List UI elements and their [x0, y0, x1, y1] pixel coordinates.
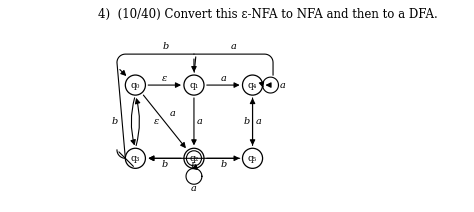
Text: q₂: q₂ — [189, 154, 199, 163]
Text: b: b — [163, 42, 169, 51]
Circle shape — [184, 148, 204, 168]
Text: ε: ε — [154, 117, 159, 126]
Text: b: b — [111, 117, 118, 126]
Text: q₁: q₁ — [189, 81, 199, 90]
Text: 4)  (10/40) Convert this ε-NFA to NFA and then to a DFA.: 4) (10/40) Convert this ε-NFA to NFA and… — [98, 8, 438, 21]
Circle shape — [243, 75, 263, 95]
Circle shape — [243, 148, 263, 168]
Circle shape — [125, 75, 146, 95]
Circle shape — [184, 75, 204, 95]
Text: a: a — [191, 184, 197, 193]
Text: a: a — [256, 117, 262, 126]
Text: q₀: q₀ — [131, 81, 140, 90]
Text: b: b — [162, 160, 168, 169]
Text: a: a — [170, 109, 176, 118]
Text: q₃: q₃ — [131, 154, 140, 163]
Text: b: b — [220, 160, 227, 169]
Circle shape — [125, 148, 146, 168]
Text: a: a — [280, 81, 286, 90]
Text: q₄: q₄ — [248, 81, 257, 90]
Text: b: b — [243, 117, 249, 126]
Text: b: b — [191, 162, 197, 171]
Text: a: a — [220, 74, 226, 83]
Text: a: a — [196, 117, 202, 126]
Text: a: a — [230, 42, 237, 51]
Text: ε: ε — [162, 74, 167, 83]
Text: q₅: q₅ — [248, 154, 257, 163]
